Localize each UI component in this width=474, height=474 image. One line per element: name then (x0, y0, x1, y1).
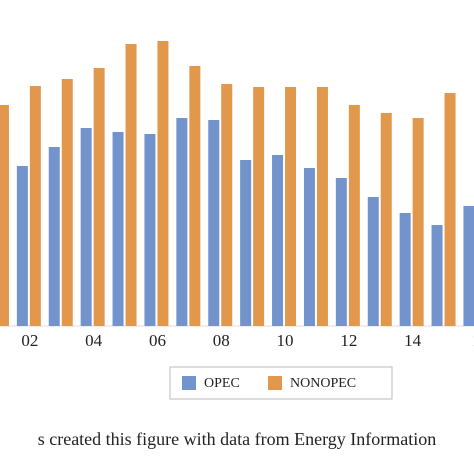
bar (125, 44, 137, 326)
bar (221, 84, 233, 326)
bar (367, 197, 379, 326)
x-tick-label: 02 (21, 331, 38, 350)
legend-swatch (182, 376, 196, 390)
bar (399, 213, 411, 326)
x-tick-label: 14 (404, 331, 422, 350)
bar (144, 134, 156, 326)
bar (157, 41, 169, 326)
x-tick-label: 12 (340, 331, 357, 350)
bar (303, 168, 315, 326)
bar (253, 87, 265, 326)
bar (316, 87, 328, 326)
bar (431, 225, 443, 326)
x-tick-label: 1 (472, 331, 474, 350)
x-tick-label: 06 (149, 331, 166, 350)
bar (48, 147, 60, 326)
bar (444, 93, 456, 326)
x-tick-label: 04 (85, 331, 103, 350)
bar (29, 86, 41, 326)
x-tick-label: 10 (277, 331, 294, 350)
bar (335, 178, 347, 326)
bar (412, 118, 424, 326)
x-tick-label: 08 (213, 331, 230, 350)
bar (272, 155, 284, 326)
bar (240, 160, 252, 326)
legend-label: OPEC (204, 376, 240, 391)
bar (80, 128, 92, 326)
bar (208, 120, 220, 326)
legend-label: NONOPEC (290, 376, 356, 391)
bar (112, 132, 124, 326)
bar (380, 113, 392, 326)
bar (189, 66, 201, 326)
bar (93, 68, 105, 326)
legend-swatch (268, 376, 282, 390)
bar (16, 166, 28, 326)
bar (285, 87, 297, 326)
bar (61, 79, 73, 326)
caption: s created this figure with data from Ene… (38, 429, 437, 449)
bar (0, 105, 9, 326)
bar (348, 105, 360, 326)
bar (463, 206, 474, 326)
bar (176, 118, 188, 326)
